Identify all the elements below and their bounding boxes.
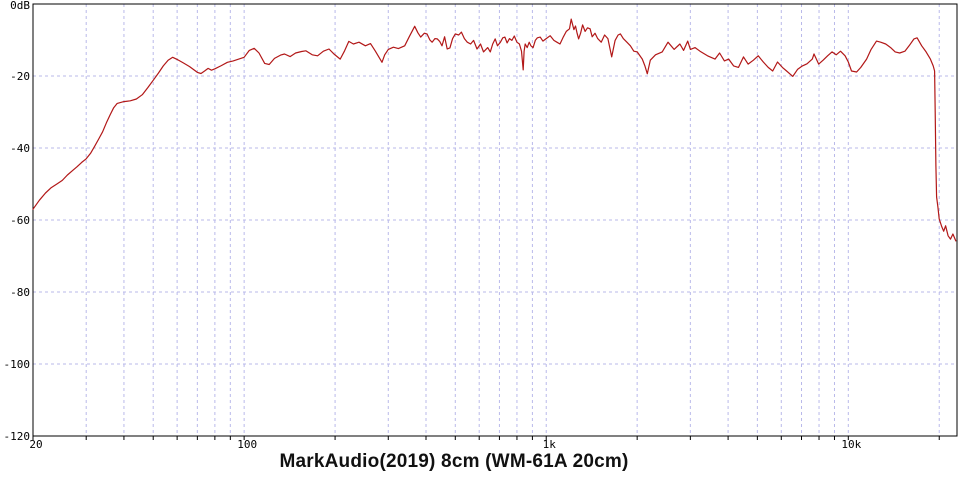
x-tick-label: 10k [841, 438, 861, 450]
y-tick-label: -60 [10, 214, 30, 227]
y-tick-label: -40 [10, 142, 30, 155]
x-tick-label: 20 [29, 438, 42, 450]
chart-title: MarkAudio(2019) 8cm (WM-61A 20cm) [279, 451, 629, 472]
x-tick-label: 1k [543, 438, 557, 450]
response-trace [32, 18, 957, 242]
plot-border [32, 3, 958, 437]
x-tick-label: 100 [237, 438, 257, 450]
frequency-response-plot: 20 100 1k 10k 0dB -20 -40 -60 -80 -100 -120 [4, 0, 958, 450]
y-tick-label: -80 [10, 286, 30, 299]
y-tick-label: 0dB [10, 0, 30, 12]
y-tick-label: -100 [4, 358, 31, 371]
y-tick-label: -20 [10, 70, 30, 83]
y-tick-label: -120 [4, 430, 31, 443]
